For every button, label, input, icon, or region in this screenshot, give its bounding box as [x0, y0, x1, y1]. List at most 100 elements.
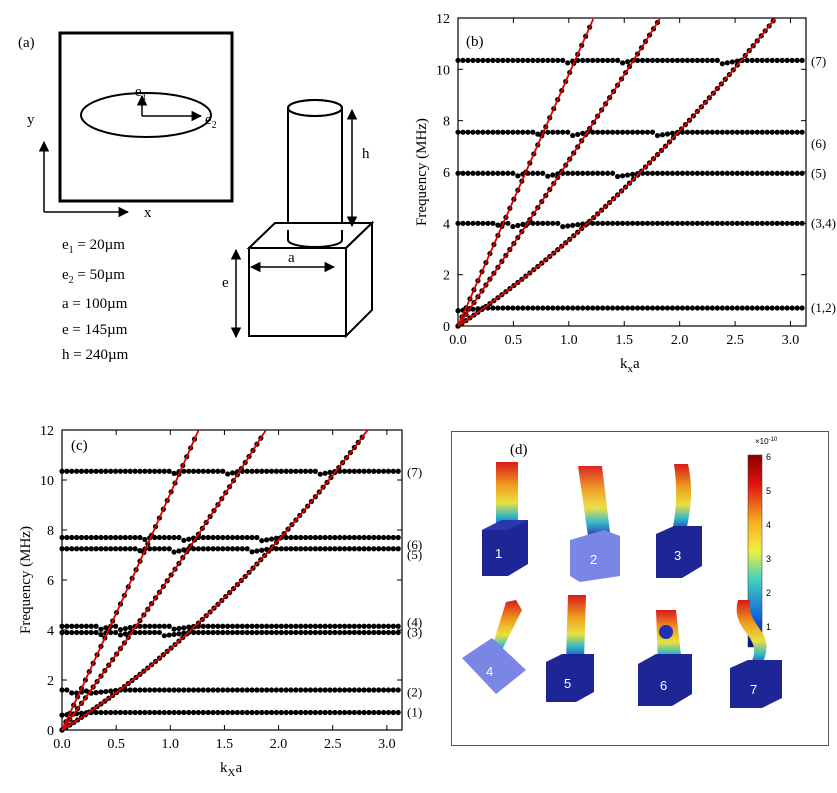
band-point — [200, 534, 206, 541]
band-point — [759, 129, 765, 135]
band-point — [264, 623, 270, 629]
band-point — [659, 132, 666, 138]
band-point — [259, 538, 265, 544]
band-point — [600, 220, 606, 226]
band-point — [171, 687, 177, 693]
band-point — [729, 170, 735, 176]
band-point — [342, 546, 348, 552]
band-point — [744, 305, 750, 311]
band-point — [794, 220, 800, 226]
band-point — [460, 220, 466, 226]
band-point — [639, 129, 646, 135]
band-point — [234, 629, 241, 636]
band-point — [342, 468, 348, 474]
band-point — [108, 709, 114, 716]
mode-label: (3) — [407, 625, 422, 640]
band-point — [229, 687, 236, 693]
band-point — [78, 534, 85, 541]
band-point — [171, 470, 177, 476]
band-point — [190, 468, 197, 474]
band-point — [78, 629, 85, 636]
mode-label: (6) — [407, 537, 422, 552]
band-point — [729, 305, 735, 311]
band-point — [93, 623, 99, 629]
band-point — [229, 470, 236, 476]
y-tick-label: 10 — [40, 474, 54, 489]
band-point — [510, 305, 516, 311]
band-point — [545, 173, 551, 179]
band-point — [565, 223, 571, 229]
band-point — [298, 709, 304, 716]
band-point — [799, 220, 805, 226]
band-point — [659, 57, 666, 63]
band-point — [312, 468, 318, 474]
band-point — [307, 546, 314, 552]
band-point — [619, 173, 626, 179]
band-point — [307, 709, 314, 716]
band-point — [550, 57, 556, 63]
band-point — [176, 534, 182, 541]
band-point — [103, 688, 109, 695]
mode-label: (5) — [811, 165, 826, 180]
band-point — [530, 170, 536, 176]
band-point — [303, 546, 309, 552]
band-point — [176, 631, 182, 637]
band-point — [610, 170, 616, 176]
band-point — [689, 57, 696, 63]
band-point — [112, 534, 119, 541]
band-point — [769, 129, 775, 135]
band-point — [264, 687, 270, 693]
band-point — [376, 623, 382, 629]
band-point — [161, 633, 167, 639]
band-point — [376, 687, 382, 693]
band-point — [500, 57, 506, 63]
colorbar-tick: 5 — [766, 486, 771, 496]
band-point — [239, 709, 245, 716]
band-point — [303, 629, 309, 636]
band-point — [346, 534, 353, 541]
band-point — [784, 129, 790, 135]
band-point — [69, 546, 75, 552]
band-point — [759, 170, 765, 176]
band-point — [83, 534, 89, 541]
band-point — [215, 468, 221, 474]
band-point — [634, 57, 641, 63]
colorbar-tick: 2 — [766, 588, 771, 598]
band-point — [664, 170, 671, 176]
band-point — [88, 534, 94, 541]
band-point — [480, 170, 486, 176]
band-point — [225, 629, 231, 636]
band-point — [371, 534, 377, 541]
band-point — [200, 623, 206, 629]
band-point — [166, 546, 172, 552]
data-points — [455, 18, 805, 329]
band-point — [356, 709, 362, 716]
band-point — [590, 57, 596, 63]
band-point — [764, 170, 770, 176]
band-point — [605, 57, 611, 63]
band-point — [361, 629, 367, 636]
band-point — [293, 623, 299, 629]
band-point — [540, 170, 546, 176]
band-point — [714, 57, 720, 63]
band-point — [704, 170, 710, 176]
band-point — [395, 709, 401, 716]
sound-line — [457, 18, 595, 327]
band-point — [259, 629, 265, 636]
dim-a-label: a — [288, 250, 295, 266]
band-point — [789, 305, 795, 311]
x-axis-label: x — [144, 205, 152, 221]
band-point — [744, 170, 750, 176]
band-point — [166, 468, 172, 474]
band-point — [117, 546, 124, 552]
band-point — [500, 305, 506, 311]
band-point — [186, 468, 192, 474]
band-point — [366, 534, 372, 541]
band-point — [395, 629, 401, 636]
band-point — [327, 534, 333, 541]
band-point — [137, 623, 143, 629]
band-point — [127, 709, 133, 716]
band-point — [181, 709, 187, 716]
band-point — [385, 546, 392, 552]
band-point — [679, 57, 686, 63]
